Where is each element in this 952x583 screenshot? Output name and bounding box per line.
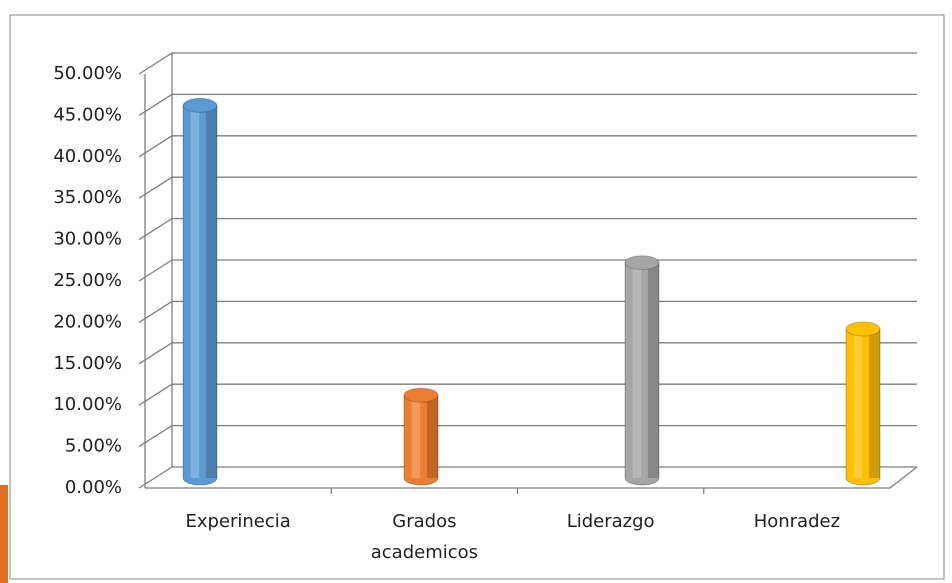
bar-shade [205, 105, 217, 479]
grid-line [138, 52, 917, 75]
grid-line [138, 342, 917, 365]
bar-shine [632, 262, 642, 478]
bar-shine [190, 105, 200, 479]
bar [182, 104, 218, 486]
bar-top [845, 321, 881, 337]
y-tick-label: 50.00% [53, 63, 122, 84]
x-tick-label: Grados academicos [371, 511, 478, 563]
bar-shade [426, 395, 438, 478]
y-tick-label: 5.00% [65, 436, 122, 457]
grid-line [138, 135, 917, 158]
bar [845, 328, 881, 486]
y-tick-label: 0.00% [65, 477, 122, 498]
grid-line [138, 176, 917, 199]
y-tick-label: 25.00% [53, 270, 122, 291]
y-tick-label: 10.00% [53, 394, 122, 415]
x-tick-label: Honradez [754, 511, 840, 532]
bar-top [624, 255, 660, 271]
bar-shine [411, 395, 421, 478]
y-tick-label: 20.00% [53, 311, 122, 332]
bar [624, 262, 660, 486]
grid-line [138, 217, 917, 241]
y-tick-label: 15.00% [53, 353, 122, 374]
grid-line [138, 383, 917, 406]
y-tick-label: 40.00% [53, 146, 122, 167]
x-tick-label: Experinecia [185, 511, 290, 532]
bar-shine [853, 328, 863, 478]
x-tick-label: Liderazgo [567, 511, 655, 532]
grid-line [138, 259, 917, 282]
grid-line [138, 424, 917, 448]
decoration [0, 485, 8, 583]
y-tick-label: 30.00% [53, 229, 122, 250]
bar-top [403, 387, 439, 403]
bar-top [182, 97, 218, 113]
chart-area [9, 14, 945, 580]
bar-shade [647, 262, 659, 478]
bar-shade [868, 328, 880, 478]
grid-line [138, 466, 917, 489]
y-tick-label: 35.00% [53, 187, 122, 208]
grid-line [138, 300, 917, 323]
grid-line [138, 93, 917, 116]
bar [403, 394, 439, 486]
y-tick-label: 45.00% [53, 104, 122, 125]
floor [145, 466, 918, 489]
